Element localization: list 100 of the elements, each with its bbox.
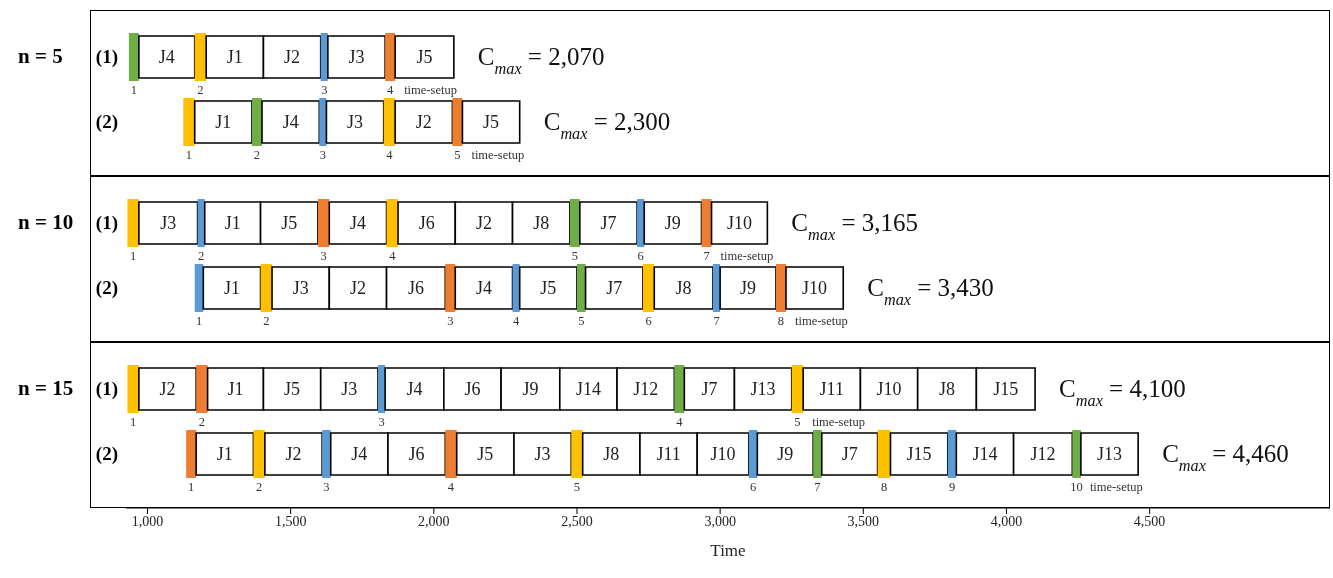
x-axis-title: Time [710,541,746,560]
data-label: J1 [226,47,243,68]
data-label: J1 [216,444,233,465]
data-label: J2 [415,112,432,133]
data-label: J13 [750,379,776,400]
bar [261,100,321,144]
bar [518,266,578,310]
data-label: J11 [656,444,681,465]
data-label: J9 [740,278,757,299]
annotation: 1 [185,147,193,162]
annotation: 4 [389,248,397,263]
data-label: J1 [215,112,232,133]
data-label: J5 [416,47,433,68]
annotation: 6 [749,479,757,494]
data-label: J5 [483,112,500,133]
data-label: J7 [701,379,718,400]
annotation: 3 [321,82,328,97]
data-label: J2 [284,47,301,68]
x-tick-label: 4,000 [990,513,1023,529]
data-label: J6 [418,213,435,234]
data-label: J3 [160,213,177,234]
annotation: 3 [378,414,385,429]
annotation: C$_{max}$ = 4,460 [1162,440,1289,476]
text: n = 5 [17,43,64,69]
y-tick-label: (1) [95,46,118,69]
data-label: J4 [282,112,299,133]
y-tick-label: (1) [95,378,118,401]
annotation: 7 [814,479,821,494]
data-label: J15 [993,379,1019,400]
data-label: J10 [876,379,902,400]
data-label: J4 [351,444,368,465]
data-label: J12 [633,379,659,400]
x-tick-label: 2,500 [561,513,593,529]
x-tick-label: 2,000 [418,513,450,529]
data-label: J6 [464,379,481,400]
data-label: J3 [292,278,309,299]
y-tick-label: (2) [95,277,118,300]
data-label: J1 [224,213,241,234]
y-tick-label: (2) [95,443,118,466]
annotation: 4 [447,479,455,494]
x-tick-label: 3,500 [847,513,880,529]
bar [461,100,521,144]
data-label: J8 [533,213,550,234]
data-label: J5 [284,379,301,400]
data-label: J3 [341,379,358,400]
annotation: C$_{max}$ = 3,430 [867,274,994,310]
data-label: J8 [603,444,620,465]
data-label: J5 [540,278,557,299]
annotation: 9 [948,479,956,494]
annotation: 7 [713,313,720,328]
data-label: J3 [347,112,364,133]
bar [138,201,199,245]
data-label: J8 [675,278,692,299]
x-tick-label: 4,500 [1133,513,1166,529]
annotation: 1 [188,479,195,494]
annotation: C$_{max}$ = 3,165 [791,209,918,245]
annotation: 4 [676,414,684,429]
bar [785,266,845,310]
data-label: J10 [802,278,828,299]
data-label: J2 [475,213,492,234]
bar [202,266,262,310]
data-label: J9 [664,213,681,234]
data-label: J5 [281,213,298,234]
data-label: J4 [475,278,492,299]
data-label: J12 [1030,444,1056,465]
data-label: J2 [159,379,176,400]
data-label: J11 [819,379,844,400]
annotation: 5 [454,147,461,162]
annotation: time-setup [794,313,848,328]
annotation: 3 [319,147,326,162]
data-label: J7 [841,444,858,465]
data-label: J2 [349,278,366,299]
annotation: 2 [263,313,270,328]
data-label: J9 [777,444,794,465]
x-tick-label: 1,000 [131,513,164,529]
annotation: 2 [198,248,205,263]
annotation: 4 [386,147,394,162]
annotation: 5 [794,414,801,429]
bar [264,432,323,476]
data-label: J14 [972,444,998,465]
annotation: 6 [645,313,652,328]
annotation: 2 [253,147,261,162]
bar [820,432,879,476]
annotation: 5 [578,313,585,328]
x-tick-label: 3,000 [704,513,736,529]
data-label: J6 [408,444,425,465]
bar [138,35,196,79]
bar [1080,432,1139,476]
annotation: time-setup [471,147,525,162]
bar [947,430,957,478]
data-label: J4 [349,213,366,234]
annotation: time-setup [812,414,865,429]
annotation: time-setup [404,82,457,97]
annotation: 3 [323,479,330,494]
annotation: time-setup [1089,479,1143,494]
annotation: 10 [1070,479,1083,494]
data-label: J3 [534,444,551,465]
data-label: J3 [348,47,365,68]
data-label: J4 [158,47,175,68]
annotation: 5 [573,479,581,494]
